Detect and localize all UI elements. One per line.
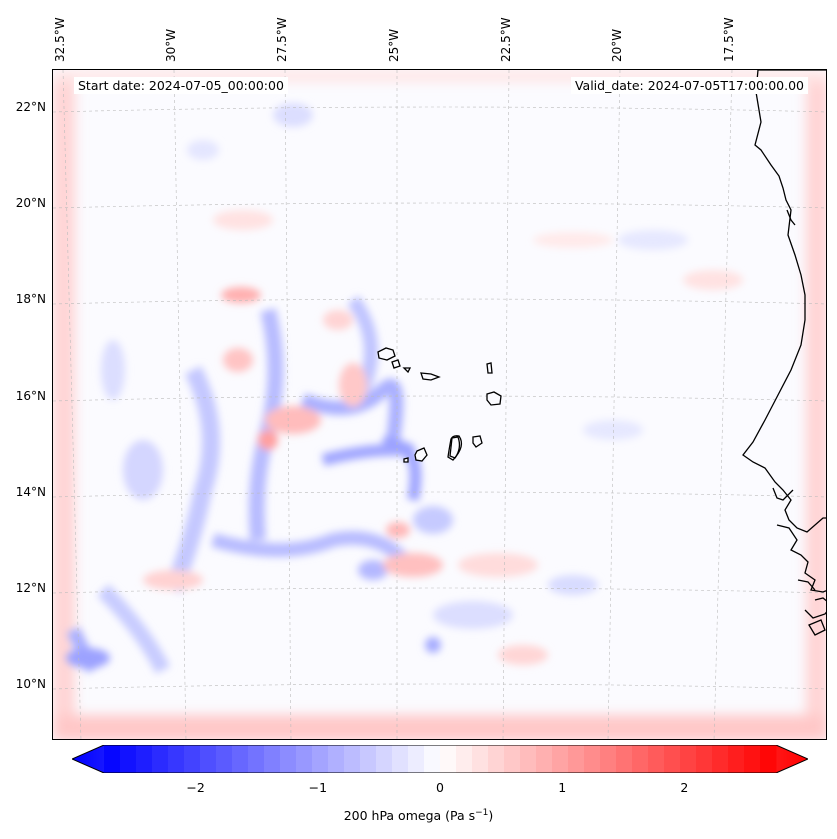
latitude-label: 20°N bbox=[15, 196, 46, 210]
omega-field bbox=[66, 103, 743, 674]
cape-verde-islands bbox=[377, 347, 502, 463]
longitude-label: 32.5°W bbox=[53, 17, 67, 62]
longitude-label: 20°W bbox=[610, 28, 624, 62]
colorbar-tick-label: 0 bbox=[436, 780, 444, 795]
longitude-label: 27.5°W bbox=[275, 17, 289, 62]
colorbar-tick-label: −1 bbox=[308, 780, 328, 795]
colorbar-label-text: 200 hPa omega (Pa s bbox=[343, 808, 476, 824]
colorbar-tick-label: 1 bbox=[558, 780, 567, 795]
latitude-label: 22°N bbox=[15, 100, 46, 114]
start-date-label: Start date: 2024-07-05_00:00:00 bbox=[74, 77, 288, 94]
colorbar-label: 200 hPa omega (Pa s−1) bbox=[0, 808, 837, 823]
colorbar-label-suffix: ) bbox=[488, 808, 494, 824]
map-canvas bbox=[53, 70, 826, 739]
latitude-label: 10°N bbox=[15, 677, 46, 691]
latitude-label: 14°N bbox=[15, 485, 46, 499]
boundary-margin bbox=[53, 70, 826, 739]
longitude-label: 25°W bbox=[387, 28, 401, 62]
colorbar-label-exponent: −1 bbox=[475, 808, 489, 818]
latitude-label: 12°N bbox=[15, 581, 46, 595]
map-panel bbox=[52, 69, 827, 740]
latitude-label: 18°N bbox=[15, 292, 46, 306]
longitude-label: 17.5°W bbox=[722, 17, 736, 62]
west-africa-coastline bbox=[742, 70, 826, 636]
colorbar-tick-label: −2 bbox=[186, 780, 205, 795]
colorbar-tick-label: 2 bbox=[680, 780, 689, 795]
latitude-label: 16°N bbox=[15, 389, 46, 403]
valid-date-label: Valid_date: 2024-07-05T17:00:00.00 bbox=[570, 77, 808, 94]
longitude-label: 30°W bbox=[164, 28, 178, 62]
colorbar bbox=[72, 745, 808, 773]
longitude-label: 22.5°W bbox=[499, 17, 513, 62]
gridlines bbox=[53, 70, 826, 739]
